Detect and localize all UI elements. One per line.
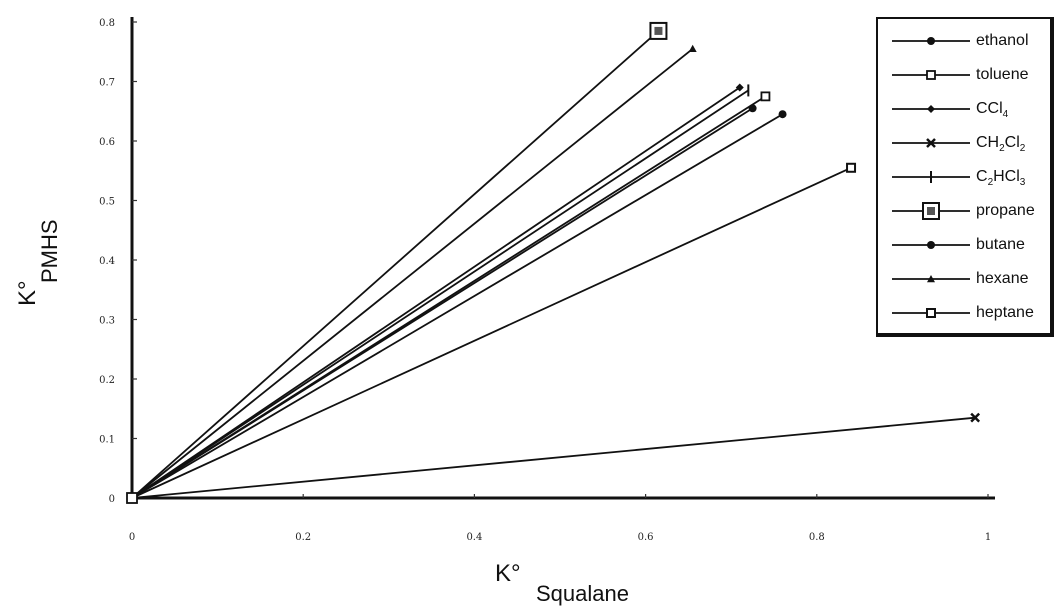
- legend-swatch: [892, 138, 970, 148]
- legend-label-text: Cl: [1004, 134, 1020, 151]
- legend-label: heptane: [976, 304, 1034, 322]
- legend-swatch: [892, 308, 970, 318]
- data-point-toluene: [760, 91, 771, 102]
- series-line-hexane: [131, 48, 694, 499]
- legend-label-text: C: [976, 168, 988, 185]
- y-tick-label: 0.2: [99, 375, 115, 386]
- legend-label: ethanol: [976, 32, 1029, 50]
- legend-label: propane: [976, 202, 1035, 220]
- legend-label-text: heptane: [976, 304, 1034, 321]
- series-line-toluene: [131, 95, 766, 499]
- legend-swatch: [892, 37, 970, 45]
- x-tick-label: 0.8: [809, 532, 825, 543]
- x-tick-label: 0.2: [295, 532, 311, 543]
- legend-label: CCl4: [976, 100, 1008, 124]
- legend-swatch: [892, 202, 970, 220]
- legend-label: C2HCl3: [976, 168, 1025, 192]
- axis-titles: K° Squalane K° PMHS: [14, 219, 629, 606]
- legend-marker: [926, 70, 936, 80]
- y-tick-label: 0.3: [99, 316, 115, 327]
- legend-swatch: [892, 171, 970, 183]
- y-tick-label: 0.4: [99, 256, 115, 267]
- legend-label: CH2Cl2: [976, 134, 1025, 158]
- x-tick-label: 0: [129, 532, 135, 543]
- legend-label-text: toluene: [976, 66, 1029, 83]
- x-axis-title-main: K°: [495, 560, 521, 587]
- y-tick-label: 0.7: [99, 78, 115, 89]
- legend-item-hexane: hexane: [878, 265, 1050, 293]
- y-tick-label: 0.8: [99, 18, 115, 29]
- data-point-heptane: [846, 162, 857, 173]
- legend-item-heptane: heptane: [878, 299, 1050, 327]
- legend-marker: [927, 275, 935, 283]
- legend-label-text: ethanol: [976, 32, 1029, 49]
- y-tick-label: 0: [109, 494, 115, 505]
- legend-marker: [926, 138, 936, 148]
- x-axis-title-sub: Squalane: [536, 581, 629, 606]
- legend-marker: [926, 308, 936, 318]
- x-tick-label: 0.4: [466, 532, 482, 543]
- legend-item-propane: propane: [878, 197, 1050, 225]
- legend-swatch: [892, 241, 970, 249]
- y-tick-label: 0.1: [99, 435, 115, 446]
- y-tick-label: 0.5: [99, 197, 115, 208]
- data-point-hexane: [688, 44, 697, 52]
- axes: 0 0.1 0.2 0.3 0.4 0.5 0.6 0.7 0.8 0 0.2 0.4 0.6 0.8 1: [99, 17, 995, 543]
- legend-swatch: [892, 275, 970, 283]
- legend-marker: [927, 37, 935, 45]
- series-line-CH2Cl2: [131, 416, 976, 499]
- legend-item-C2HCl3: C2HCl3: [878, 163, 1050, 191]
- data-point-CH2Cl2: [970, 412, 981, 423]
- series-line-propane: [131, 30, 660, 499]
- legend-label-subscript: 2: [1019, 143, 1026, 154]
- series-markers: [126, 21, 981, 504]
- series-line-CCl4: [131, 86, 741, 499]
- legend-label: butane: [976, 236, 1025, 254]
- legend-item-CCl4: CCl4: [878, 95, 1050, 123]
- legend-marker: [927, 241, 935, 249]
- legend-label: toluene: [976, 66, 1029, 84]
- y-axis-title-sub: PMHS: [37, 219, 62, 283]
- legend-label-text: CH: [976, 134, 1000, 151]
- legend-label-subscript: 3: [1019, 177, 1026, 188]
- x-tick-label: 1: [985, 532, 991, 543]
- legend-item-toluene: toluene: [878, 61, 1050, 89]
- legend-label-text: HCl: [993, 168, 1020, 185]
- data-point-butane: [778, 110, 787, 119]
- data-point-ethanol: [748, 104, 757, 113]
- legend-label-text: propane: [976, 202, 1035, 219]
- x-tick-label: 0.6: [638, 532, 654, 543]
- legend-item-ethanol: ethanol: [878, 27, 1050, 55]
- series-line-C2HCl3: [131, 89, 749, 499]
- data-point-CCl4: [735, 83, 744, 92]
- y-tick-label: 0.6: [99, 137, 115, 148]
- legend-label-text: butane: [976, 236, 1025, 253]
- legend-label-text: hexane: [976, 270, 1029, 287]
- legend-swatch: [892, 105, 970, 113]
- legend-label-text: CCl: [976, 100, 1003, 117]
- legend-marker: [922, 202, 940, 220]
- legend-swatch: [892, 70, 970, 80]
- y-axis-title-main: K°: [14, 280, 41, 306]
- legend: ethanol toluene CCl4 CH2Cl2 C2HCl3 propane but…: [876, 17, 1054, 337]
- legend-item-CH2Cl2: CH2Cl2: [878, 129, 1050, 157]
- legend-marker: [927, 105, 935, 113]
- origin-marker: [126, 492, 138, 504]
- legend-item-butane: butane: [878, 231, 1050, 259]
- legend-label-subscript: 4: [1002, 109, 1009, 120]
- legend-label: hexane: [976, 270, 1029, 288]
- legend-label-subscript: 2: [987, 177, 994, 188]
- series-line-butane: [131, 113, 784, 499]
- series-line-heptane: [131, 166, 852, 499]
- series-lines: [131, 30, 976, 499]
- legend-label-subscript: 2: [999, 143, 1005, 154]
- data-point-propane: [649, 21, 668, 40]
